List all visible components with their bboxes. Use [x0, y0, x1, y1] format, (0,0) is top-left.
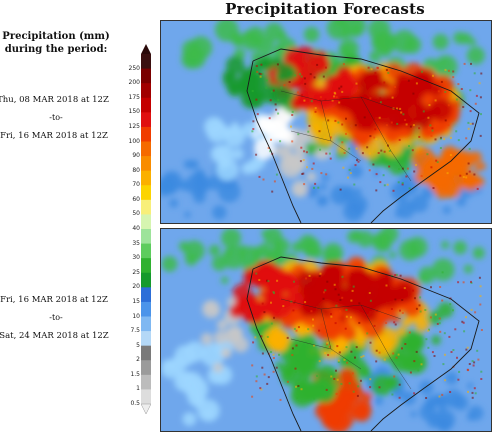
legend-title-line-1: Precipitation (mm): [2, 31, 110, 42]
colorbar-tick-label: 15: [132, 297, 140, 305]
colorbar-tick-label: 200: [128, 79, 140, 87]
colorbar-swatch: [141, 170, 151, 186]
colorbar-tick-label: 1.5: [130, 370, 140, 378]
colorbar-swatch: [141, 229, 151, 245]
legend-title-line-2: during the period:: [4, 44, 108, 55]
colorbar-swatch: [141, 389, 151, 405]
colorbar-swatch: [141, 83, 151, 99]
colorbar-tick-label: 0.5: [130, 400, 140, 407]
precip-field: [161, 21, 486, 222]
colorbar-swatch: [141, 199, 151, 215]
colorbar-tick-label: 40: [132, 225, 140, 232]
colorbar-swatch: [141, 112, 151, 128]
colorbar-swatch: [141, 360, 151, 376]
colorbar-swatch: [141, 272, 151, 288]
colorbar-swatch: [141, 301, 151, 317]
colorbar-tick-label: 125: [128, 122, 140, 130]
colorbar-tick-label: 2: [136, 356, 140, 364]
forecast-map-2: [160, 228, 492, 432]
colorbar-swatch: [141, 156, 151, 172]
colorbar-tick-label: 30: [132, 254, 140, 262]
colorbar-tick-label: 20: [132, 283, 140, 291]
period-1-end: Fri, 16 MAR 2018 at 12Z: [0, 131, 108, 141]
precip-field: [161, 229, 485, 431]
period-label-1: Thu, 08 MAR 2018 at 12Z -to- Fri, 16 MAR…: [0, 94, 112, 142]
colorbar-tick-label: 50: [132, 210, 140, 218]
country-borders: [280, 90, 412, 182]
colorbar-tick-label: 1: [136, 385, 140, 393]
colorbar-tick-label: 25: [132, 268, 140, 276]
colorbar-swatch: [141, 374, 151, 390]
colorbar-tick-label: 90: [132, 152, 140, 160]
colorbar-tick-label: 100: [128, 137, 140, 145]
period-1-separator: -to-: [49, 113, 63, 122]
legend-title: Precipitation (mm) during the period:: [0, 30, 112, 56]
colorbar-swatch: [141, 54, 151, 70]
colorbar-tick-label: 5: [136, 341, 140, 349]
country-borders: [280, 298, 412, 390]
colorbar-labels: 250 200 175 150 125 100 90 80 70 60 50 40 35 30 25 20 15…: [124, 44, 140, 414]
colorbar-tick-label: 70: [132, 181, 140, 189]
colorbar-tick-label: 35: [132, 239, 140, 247]
period-2-separator: -to-: [49, 313, 63, 322]
colorbar-tick-label: 150: [128, 108, 140, 116]
colorbar-swatch: [141, 258, 151, 274]
colorbar-swatch: [141, 97, 151, 113]
period-2-start: Fri, 16 MAR 2018 at 12Z: [0, 295, 108, 305]
period-1-start: Thu, 08 MAR 2018 at 12Z: [0, 95, 109, 105]
colorbar-swatch: [141, 68, 151, 84]
colorbar-swatch: [141, 185, 151, 201]
page-title: Precipitation Forecasts: [225, 0, 425, 18]
colorbar-tick-label: 7.5: [130, 327, 140, 335]
colorbar-swatch: [141, 214, 151, 230]
colorbar-swatch: [141, 331, 151, 347]
colorbar-tick-label: 60: [132, 195, 140, 203]
period-label-2: Fri, 16 MAR 2018 at 12Z -to- Sat, 24 MAR…: [0, 294, 112, 342]
colorbar-swatch: [141, 243, 151, 259]
coastline: [246, 256, 480, 431]
colorbar-arrow-top: [141, 44, 151, 54]
coastline: [246, 48, 480, 223]
period-2-end: Sat, 24 MAR 2018 at 12Z: [0, 331, 109, 341]
forecast-map-1: [160, 20, 492, 224]
colorbar-tick-label: 175: [128, 93, 140, 101]
colorbar-swatch: [141, 141, 151, 157]
colorbar-swatch: [141, 316, 151, 332]
colorbar-swatch: [141, 287, 151, 303]
colorbar-swatch: [141, 345, 151, 361]
colorbar: [141, 44, 151, 414]
precip-speckle: [251, 270, 483, 401]
colorbar-arrow-bottom: [141, 403, 151, 414]
colorbar-tick-label: 10: [132, 312, 140, 320]
colorbar-tick-label: 80: [132, 166, 140, 174]
colorbar-tick-label: 250: [128, 64, 140, 72]
colorbar-swatch: [141, 126, 151, 142]
